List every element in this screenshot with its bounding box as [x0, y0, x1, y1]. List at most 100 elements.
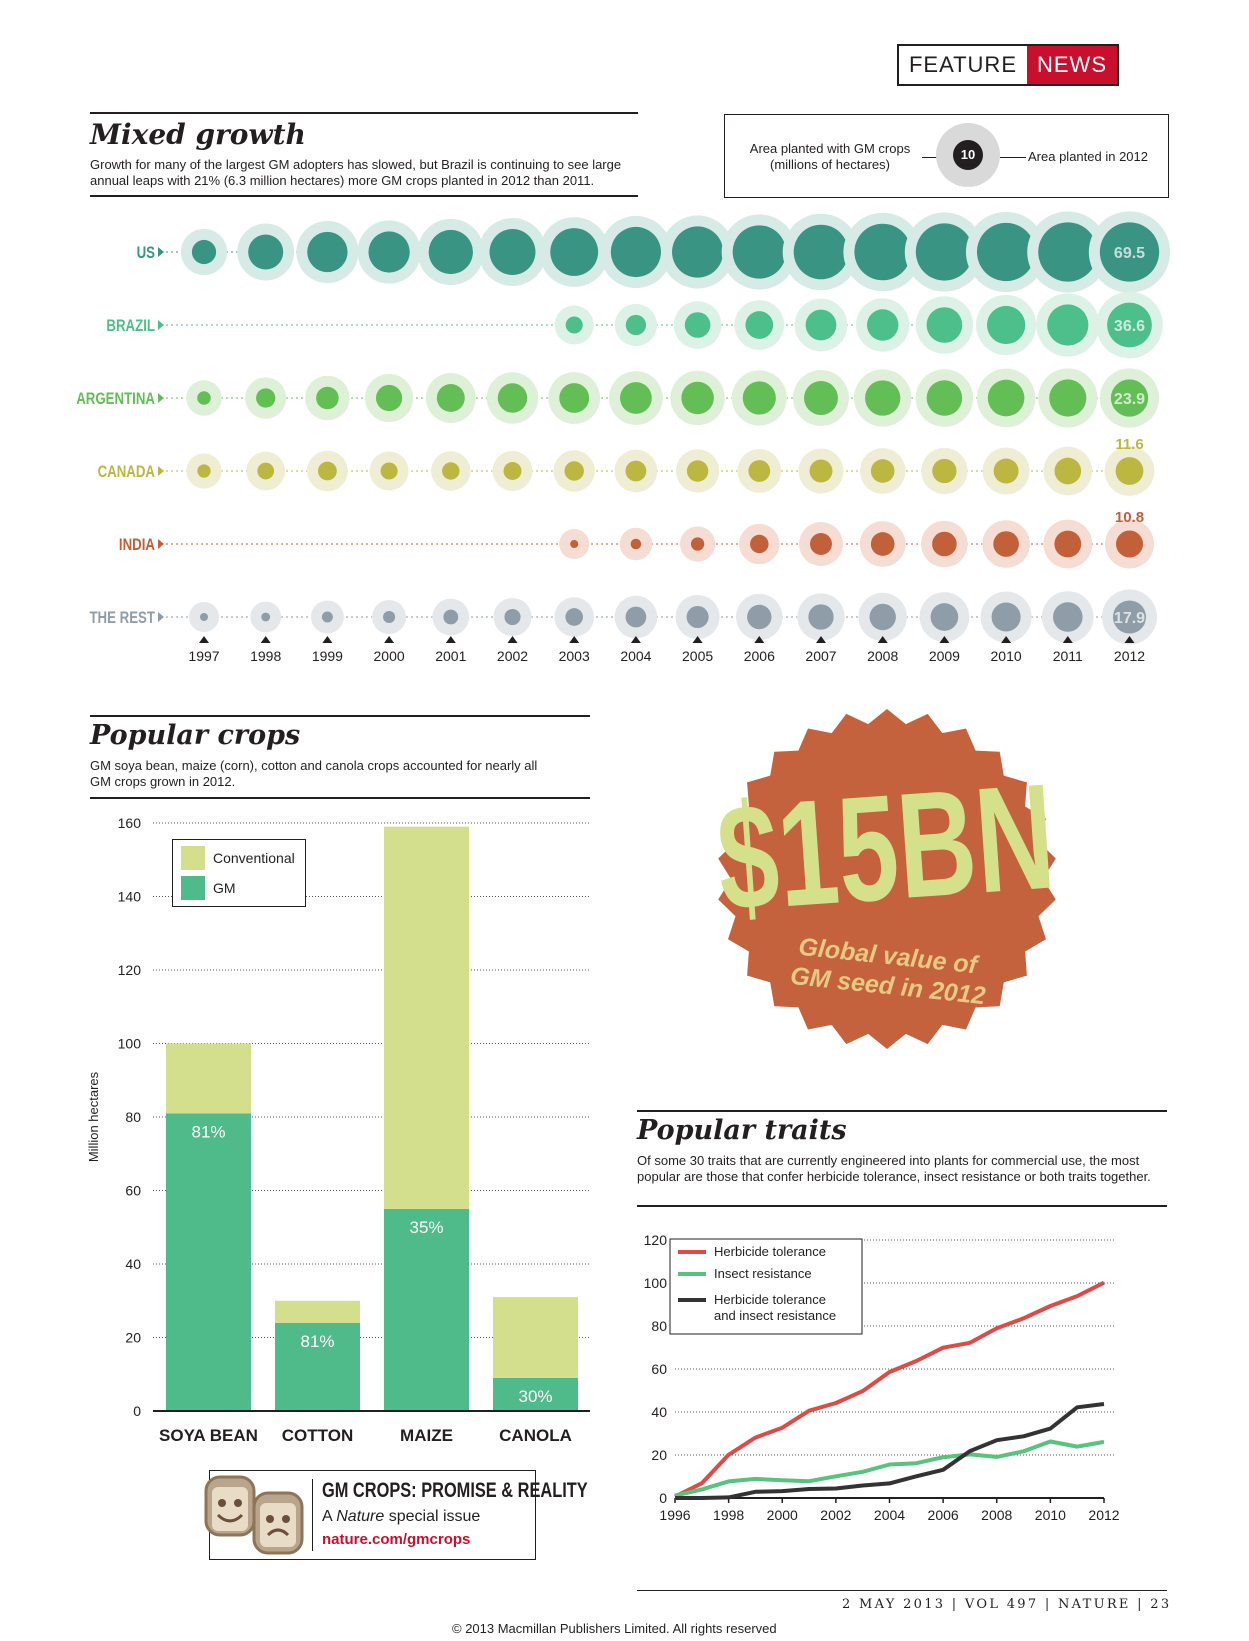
gm-percent-label: 35% — [409, 1218, 443, 1237]
bubble — [620, 382, 652, 414]
value-starburst: $15BN Global value of GM seed in 2012 — [712, 709, 1059, 1049]
y-tick-label: 140 — [118, 889, 142, 905]
bubble — [1047, 304, 1089, 346]
year-label: 2001 — [435, 648, 466, 664]
value-label-2012: 17.9 — [1114, 610, 1145, 627]
promo-subtitle: A Nature special issue — [322, 1508, 481, 1525]
country-label: CANADA — [98, 463, 155, 482]
section-rule — [90, 715, 590, 717]
y-tick-label: 40 — [651, 1404, 667, 1420]
series-line — [674, 1439, 1105, 1498]
bubble — [793, 224, 849, 280]
bubble-chart: US 69.5 BRAZIL 36.6 ARGENTINA 23.9 CANADA 11.6 I… — [76, 211, 1171, 664]
category-label: CANOLA — [499, 1426, 572, 1445]
bubble — [368, 231, 410, 273]
category-label: MAIZE — [400, 1426, 453, 1445]
bubble — [869, 603, 896, 631]
traits-line-chart: 020406080100120Million hectares199619982… — [644, 1232, 1120, 1523]
bubble — [1115, 530, 1144, 558]
bubble — [257, 462, 275, 480]
bubble — [497, 383, 528, 413]
bubble — [748, 460, 771, 482]
bubble — [1110, 379, 1149, 417]
legend-label-conventional: Conventional — [213, 850, 295, 866]
bubble — [559, 383, 590, 413]
bubble — [690, 537, 705, 551]
year-marker-icon — [322, 636, 333, 643]
y-tick-label: 80 — [125, 1109, 141, 1125]
popular-traits-title: Popular traits — [637, 1115, 847, 1146]
popular-traits-description: Of some 30 traits that are currently eng… — [637, 1153, 1151, 1184]
bubble — [930, 603, 959, 631]
bubble — [1112, 600, 1147, 634]
bubble — [987, 379, 1025, 417]
y-tick-label: 20 — [125, 1330, 141, 1346]
year-label: 1998 — [250, 648, 281, 664]
bubble — [564, 461, 584, 481]
y-tick-label: 60 — [651, 1361, 667, 1377]
y-tick-label: 100 — [118, 1036, 142, 1052]
bubble — [986, 305, 1026, 345]
key-label-2012: Area planted in 2012 — [1028, 149, 1148, 164]
bubble — [191, 239, 217, 265]
row-arrow-icon — [158, 320, 164, 330]
key-sample-dot: 10 — [953, 140, 983, 170]
toast-illustration — [204, 1475, 304, 1555]
year-marker-icon — [1001, 636, 1012, 643]
bubble — [684, 312, 711, 338]
bubble — [321, 611, 333, 623]
bubble — [932, 458, 957, 484]
bubble — [436, 384, 465, 412]
bubble — [1049, 379, 1087, 417]
y-tick-label: 0 — [133, 1403, 141, 1419]
year-label: 1997 — [188, 648, 219, 664]
row-arrow-icon — [158, 247, 164, 257]
bubble — [870, 459, 895, 483]
bubble — [686, 460, 709, 482]
bubble — [489, 229, 536, 275]
bubble — [625, 460, 647, 482]
legend-swatch-conventional — [181, 846, 205, 870]
country-label: INDIA — [119, 536, 155, 555]
bubble — [854, 223, 911, 281]
y-tick-label: 100 — [644, 1275, 668, 1291]
section-rule — [90, 797, 590, 799]
bubble — [550, 228, 599, 276]
legend-label-gm: GM — [213, 880, 236, 896]
promo-box[interactable]: GM CROPS: PROMISE & REALITY A Nature spe… — [204, 1470, 588, 1560]
x-tick-label: 2004 — [874, 1507, 905, 1523]
y-tick-label: 120 — [118, 962, 142, 978]
tag-feature: FEATURE — [908, 52, 1017, 77]
y-tick-label: 120 — [644, 1232, 668, 1248]
section-rule — [90, 112, 638, 114]
crops-legend: Conventional GM — [172, 839, 306, 907]
bubble — [805, 309, 837, 341]
legend-label: Herbicide tolerance — [714, 1244, 826, 1259]
row-arrow-icon — [158, 539, 164, 549]
country-label: ARGENTINA — [76, 390, 155, 409]
y-tick-label: 20 — [651, 1447, 667, 1463]
mixed-growth-title: Mixed growth — [90, 118, 306, 151]
year-marker-icon — [939, 636, 950, 643]
bubble-key: Area planted with GM crops (millions of … — [724, 114, 1169, 198]
x-tick-label: 2006 — [928, 1507, 959, 1523]
year-marker-icon — [692, 636, 703, 643]
year-marker-icon — [877, 636, 888, 643]
bar-segment — [275, 1322, 360, 1411]
bubble — [261, 612, 271, 622]
country-label: BRAZIL — [106, 317, 155, 336]
bubble — [318, 461, 337, 481]
bubble — [870, 532, 895, 556]
bubble — [428, 229, 473, 275]
year-label: 2003 — [559, 648, 590, 664]
bubble — [672, 226, 724, 278]
bubble — [630, 538, 642, 550]
legend-label: and insect resistance — [714, 1308, 836, 1323]
section-tag: FEATURE NEWS — [896, 44, 1119, 86]
key-label-line1: Area planted with GM crops — [749, 141, 911, 156]
promo-link[interactable]: nature.com/gmcrops — [322, 1531, 471, 1548]
bar-segment — [166, 1043, 251, 1114]
bar-segment — [166, 1113, 251, 1411]
bubble — [625, 314, 647, 336]
bubble — [565, 316, 583, 334]
